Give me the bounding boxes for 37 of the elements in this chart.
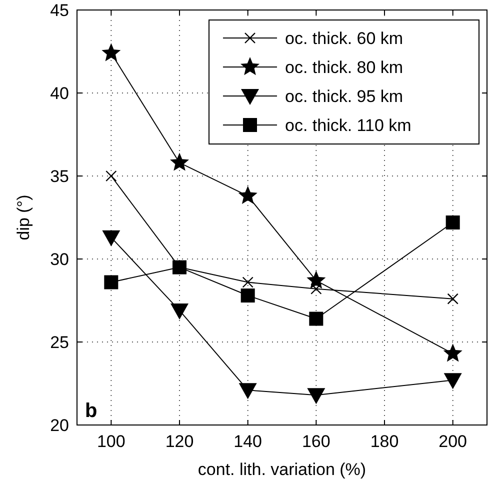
x-tick-label: 180	[370, 432, 399, 451]
legend-label: oc. thick. 110 km	[285, 116, 412, 135]
point	[447, 293, 458, 304]
x-tick-label: 200	[438, 432, 468, 451]
point	[102, 230, 120, 246]
point	[307, 388, 326, 404]
point	[238, 383, 257, 400]
point	[106, 170, 117, 182]
point	[104, 275, 118, 290]
point	[443, 344, 462, 362]
point	[240, 288, 255, 303]
point	[310, 283, 322, 294]
point	[242, 276, 254, 288]
x-tick-label: 120	[165, 432, 194, 451]
annotation: b	[85, 400, 98, 422]
point	[238, 186, 258, 204]
point	[170, 152, 190, 171]
y-tick-label: 25	[50, 332, 69, 352]
point	[306, 270, 326, 289]
y-tick-label: 35	[50, 166, 69, 186]
point	[102, 43, 121, 62]
legend-label: oc. thick. 60 km	[285, 28, 404, 48]
y-tick-label: 45	[50, 0, 69, 20]
legend-label: oc. thick. 95 km	[285, 86, 404, 106]
x-tick-label: 100	[96, 432, 126, 451]
point	[444, 373, 462, 390]
x-tick-label: 140	[234, 432, 262, 451]
x-axis-title: cont. lith. variation (%)	[198, 460, 366, 479]
x-tick-label: 160	[302, 432, 330, 451]
legend-label: oc. thick. 80 km	[285, 58, 404, 77]
point	[170, 303, 188, 320]
point	[446, 215, 460, 230]
y-tick-label: 20	[50, 416, 69, 435]
y-axis-title: dip (°)	[14, 194, 33, 240]
y-tick-label: 30	[50, 250, 69, 269]
y-tick-label: 40	[50, 84, 69, 103]
point	[309, 312, 324, 326]
